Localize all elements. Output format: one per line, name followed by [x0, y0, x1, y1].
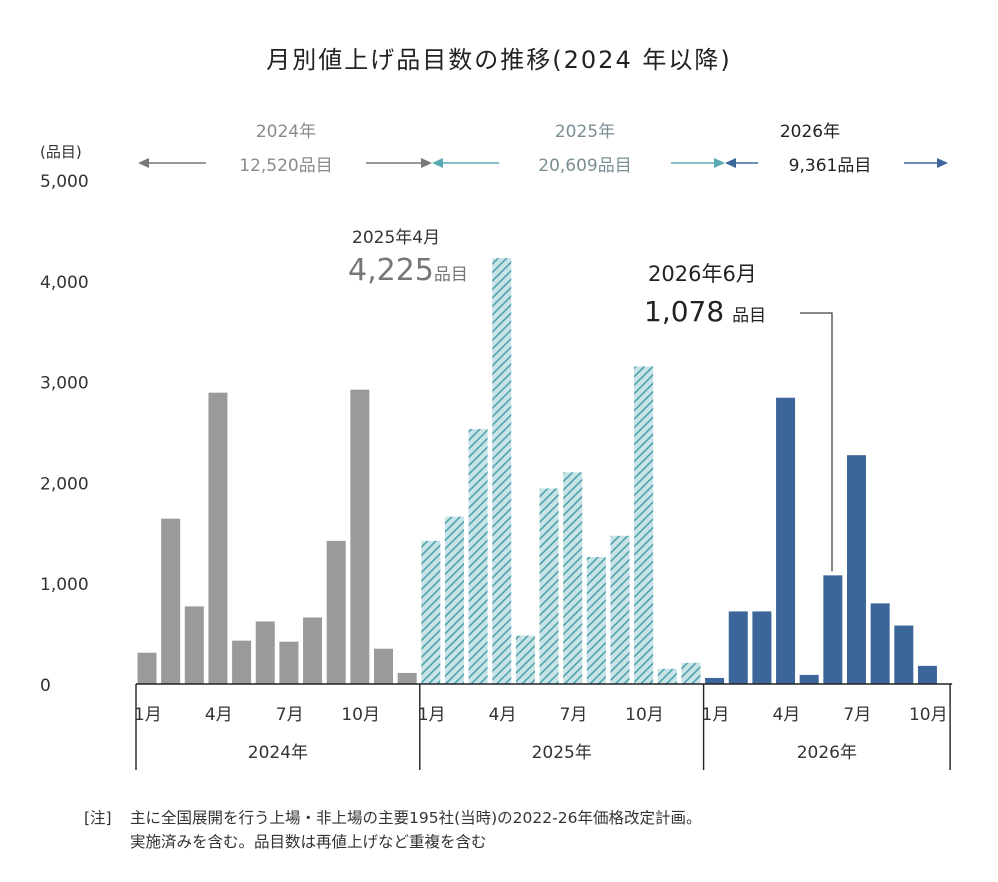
bar-2024年-5 — [232, 640, 252, 684]
y-tick-label: 0 — [40, 676, 51, 696]
bar-2025年-6 — [539, 488, 559, 684]
x-tick-label: 4月 — [772, 705, 800, 725]
bar-2024年-1 — [137, 652, 157, 684]
bar-2026年-8 — [870, 603, 890, 684]
y-tick-label: 4,000 — [40, 273, 89, 293]
bar-2024年-4 — [208, 392, 228, 684]
annotation-label: 2025年4月 — [352, 228, 440, 248]
bar-2026年-5 — [799, 674, 819, 684]
header-arrow-right — [421, 158, 432, 168]
x-tick-label: 10月 — [625, 705, 664, 725]
x-tick-label: 4月 — [205, 705, 233, 725]
bar-2025年-11 — [657, 668, 677, 684]
bar-2025年-3 — [468, 428, 488, 684]
header-year: 2024年 — [256, 122, 316, 142]
bar-2025年-1 — [421, 540, 441, 684]
y-tick-label: 1,000 — [40, 575, 89, 595]
bar-2025年-2 — [444, 516, 464, 684]
bar-2025年-9 — [610, 535, 630, 684]
footnote-line-1: 主に全国展開を行う上場・非上場の主要195社(当時)の2022-26年価格改定計… — [130, 809, 702, 827]
chart-title: 月別値上げ品目数の推移(2024 年以降) — [266, 46, 731, 74]
footnote: [注] 主に全国展開を行う上場・非上場の主要195社(当時)の2022-26年価格… — [84, 806, 974, 854]
bar-2026年-3 — [752, 611, 772, 684]
bar-2025年-8 — [586, 556, 606, 684]
bar-2024年-8 — [303, 617, 323, 684]
x-tick-label: 1月 — [418, 705, 446, 725]
x-tick-label: 7月 — [560, 705, 588, 725]
bar-2026年-2 — [728, 611, 748, 684]
y-tick-label: 3,000 — [40, 374, 89, 394]
bar-2026年-1 — [705, 677, 725, 684]
annotations: 2025年4月 4,225品目 2026年6月 1,078 品目 — [348, 228, 833, 572]
header-arrow-left — [432, 158, 443, 168]
y-axis-label: (品目) — [40, 143, 82, 161]
x-year-label: 2024年 — [248, 743, 308, 763]
bar-2026年-4 — [776, 397, 796, 684]
x-tick-label: 1月 — [702, 705, 730, 725]
annotation-label: 2026年6月 — [648, 262, 757, 286]
bar-2024年-3 — [184, 606, 204, 684]
bars — [137, 258, 937, 684]
x-tick-label: 10月 — [909, 705, 948, 725]
footnote-tag: [注] — [84, 809, 112, 827]
annotation-value: 4,225品目 — [348, 253, 468, 288]
x-axis: 1月 4月 7月 10月 2024年 1月 4月 7月 10月 2025年 1月 4月 7月 10月 202… — [134, 683, 953, 770]
bar-2025年-12 — [681, 662, 701, 684]
header-arrow-right — [714, 158, 725, 168]
annotation-leader-line — [800, 312, 833, 572]
bar-2024年-10 — [350, 389, 370, 684]
x-year-label: 2026年 — [797, 743, 857, 763]
bar-2024年-9 — [326, 540, 346, 684]
bar-2025年-4 — [492, 258, 512, 684]
footnote-line-2: 実施済みを含む。品目数は再値上げなど重複を含む — [130, 833, 487, 851]
bar-2026年-10 — [917, 665, 937, 684]
bar-2024年-6 — [255, 621, 275, 684]
bar-2025年-5 — [515, 635, 535, 684]
header-total: 20,609品目 — [538, 156, 631, 176]
bar-2024年-7 — [279, 641, 299, 684]
header-arrow-left — [138, 158, 149, 168]
x-tick-label: 4月 — [489, 705, 517, 725]
y-axis-ticks: 0 1,000 2,000 3,000 4,000 5,000 — [40, 172, 89, 696]
y-tick-label: 5,000 — [40, 172, 89, 192]
bar-2024年-2 — [161, 518, 181, 684]
bar-2024年-11 — [374, 648, 393, 684]
bar-chart: 月別値上げ品目数の推移(2024 年以降) (品目) 0 1,000 2,000 3,… — [40, 46, 953, 770]
bar-2024年-12 — [397, 672, 417, 684]
x-tick-label: 10月 — [341, 705, 380, 725]
annotation-value: 1,078 品目 — [644, 295, 766, 328]
x-tick-label: 7月 — [843, 705, 871, 725]
bar-2026年-7 — [847, 455, 866, 684]
bar-2026年-6 — [823, 575, 843, 684]
header-arrow-right — [937, 158, 948, 168]
bar-2026年-9 — [894, 625, 914, 684]
bar-2025年-10 — [634, 366, 654, 684]
header-total: 9,361品目 — [789, 156, 872, 176]
x-year-label: 2025年 — [532, 743, 592, 763]
header-year: 2025年 — [555, 122, 615, 142]
header-year: 2026年 — [780, 122, 840, 142]
x-tick-label: 1月 — [134, 705, 162, 725]
y-tick-label: 2,000 — [40, 474, 89, 494]
header-arrow-left — [725, 158, 736, 168]
bar-2025年-7 — [563, 472, 583, 684]
x-tick-label: 7月 — [276, 705, 304, 725]
year-total-headers: 2024年 12,520品目 2025年 20,609品目 2026年 9,361品目 — [138, 122, 948, 176]
header-total: 12,520品目 — [239, 156, 332, 176]
